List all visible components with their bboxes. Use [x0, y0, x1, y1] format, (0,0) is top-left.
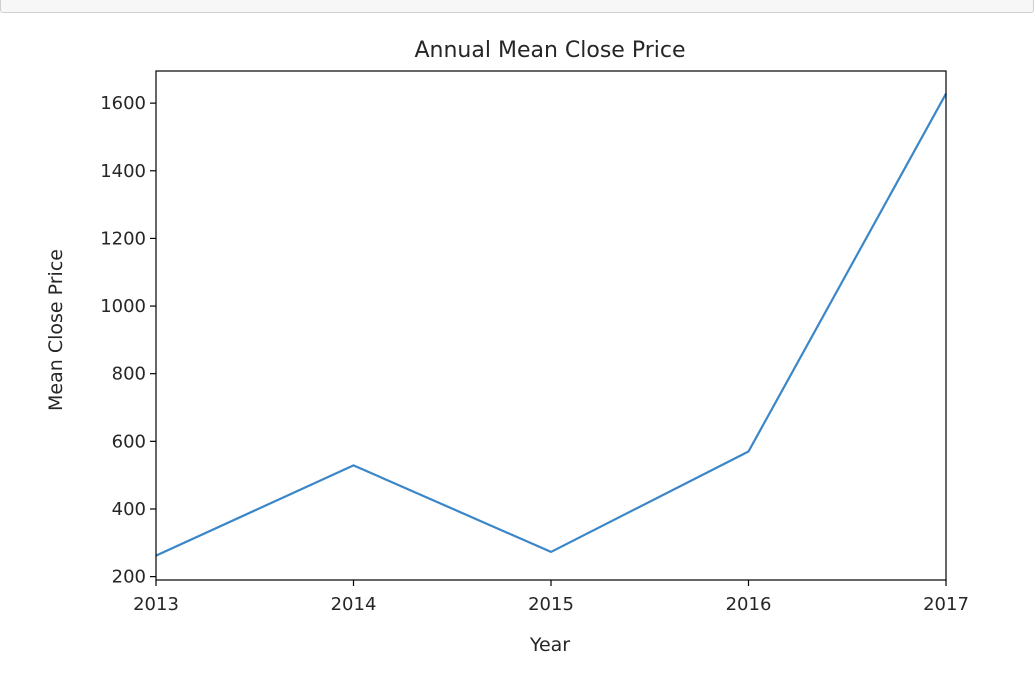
y-tick-label: 1200: [100, 228, 146, 249]
series-line-0: [155, 93, 947, 557]
plot-frame: [155, 70, 947, 581]
y-axis-label: Mean Close Price: [45, 249, 67, 411]
x-tick-label: 2016: [726, 594, 772, 615]
y-tick-label: 1600: [100, 93, 146, 114]
x-tick-label: 2013: [133, 594, 179, 615]
x-axis-label: Year: [529, 634, 570, 656]
y-tick-label: 400: [112, 499, 146, 520]
y-tick-label: 1400: [100, 161, 146, 182]
notebook-cell-frame: [0, 0, 1034, 13]
y-tick-label: 800: [112, 364, 146, 385]
x-tick-label: 2015: [528, 594, 574, 615]
x-tick-label: 2014: [331, 594, 377, 615]
chart-title: Annual Mean Close Price: [415, 38, 686, 63]
y-tick-label: 200: [112, 567, 146, 588]
y-tick-label: 600: [112, 431, 146, 452]
y-tick-label: 1000: [100, 296, 146, 317]
x-tick-label: 2017: [923, 594, 969, 615]
axes: 2013 2014 2015 2016 2017 200 400 600 800 1000 1200…: [100, 70, 969, 615]
